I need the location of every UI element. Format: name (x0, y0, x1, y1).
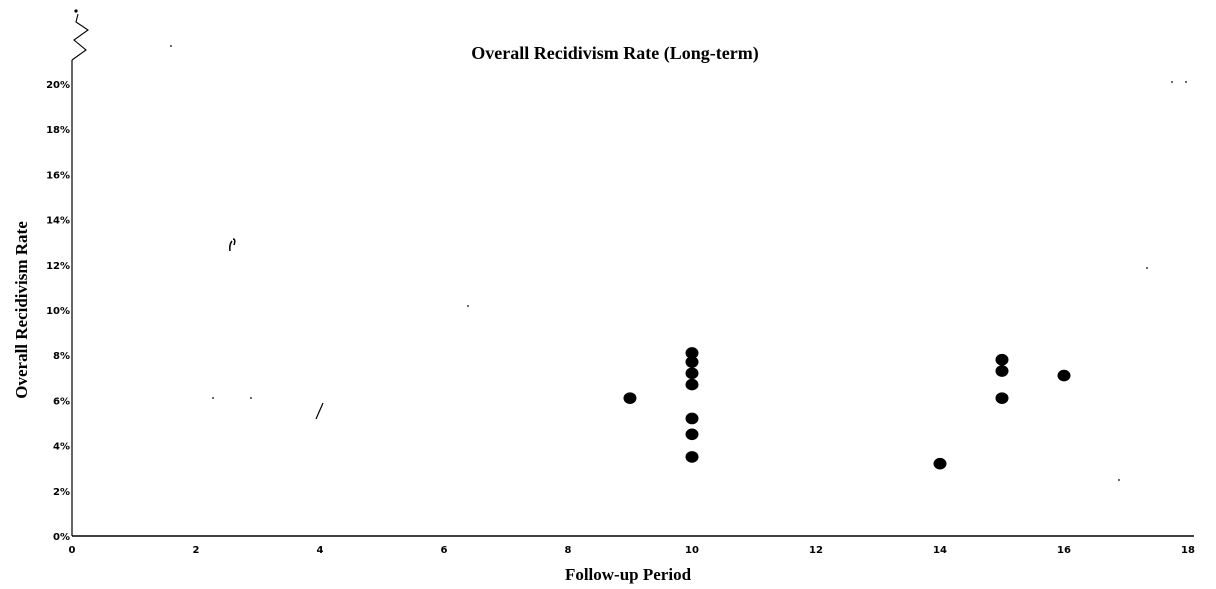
y-tick-label: 8% (53, 351, 70, 362)
x-tick-label: 18 (1181, 545, 1195, 556)
chart-title: Overall Recidivism Rate (Long-term) (471, 43, 758, 64)
y-tick-label: 2% (53, 487, 70, 498)
data-point (933, 457, 947, 470)
speck (315, 402, 324, 420)
axes (71, 9, 1194, 537)
y-tick-label: 20% (46, 80, 70, 91)
data-point (685, 347, 699, 359)
y-tick-label: 16% (46, 170, 70, 181)
ticks: 0 2 4 6 8 10 12 14 16 18 0% 2% 4% 6% 8% 10% 12% 14% 16% 18%… (46, 80, 1195, 556)
x-tick-label: 4 (317, 545, 324, 556)
speck (1171, 81, 1173, 83)
x-tick-label: 14 (933, 545, 947, 556)
speck (1185, 81, 1187, 83)
y-axis-label: Overall Recidivism Rate (12, 221, 31, 399)
data-point (995, 353, 1009, 366)
speck (250, 397, 252, 399)
data-point (685, 378, 699, 391)
x-tick-label: 16 (1057, 545, 1071, 556)
scan-artifacts (170, 45, 1187, 481)
speck (1118, 479, 1120, 481)
y-tick-label: 18% (46, 125, 70, 136)
data-point (623, 392, 637, 404)
data-point (685, 412, 699, 425)
y-tick-label: 4% (53, 442, 70, 453)
speck (212, 397, 214, 399)
speck (170, 45, 172, 47)
data-point (685, 367, 699, 380)
speck (467, 305, 469, 307)
x-tick-label: 8 (565, 545, 572, 556)
data-points (623, 347, 1071, 470)
y-tick-label: 12% (46, 261, 70, 272)
x-tick-label: 2 (193, 545, 200, 556)
y-tick-label: 6% (53, 396, 70, 407)
y-tick-label: 14% (46, 216, 70, 227)
data-point (1057, 369, 1071, 382)
data-point (995, 392, 1009, 404)
data-point (685, 356, 699, 368)
y-tick-label: 10% (46, 306, 70, 317)
x-tick-label: 0 (69, 545, 76, 556)
y-axis-break (71, 13, 89, 61)
x-tick-label: 6 (441, 545, 448, 556)
data-point (685, 428, 699, 441)
speck (229, 238, 236, 252)
y-tick-label: 0% (53, 532, 70, 543)
data-point (995, 365, 1009, 377)
y-axis-arrow-tip (74, 9, 78, 13)
speck (1146, 267, 1148, 269)
x-axis-label: Follow-up Period (565, 565, 692, 584)
x-tick-label: 12 (809, 545, 823, 556)
data-point (685, 451, 699, 463)
x-tick-label: 10 (685, 545, 699, 556)
